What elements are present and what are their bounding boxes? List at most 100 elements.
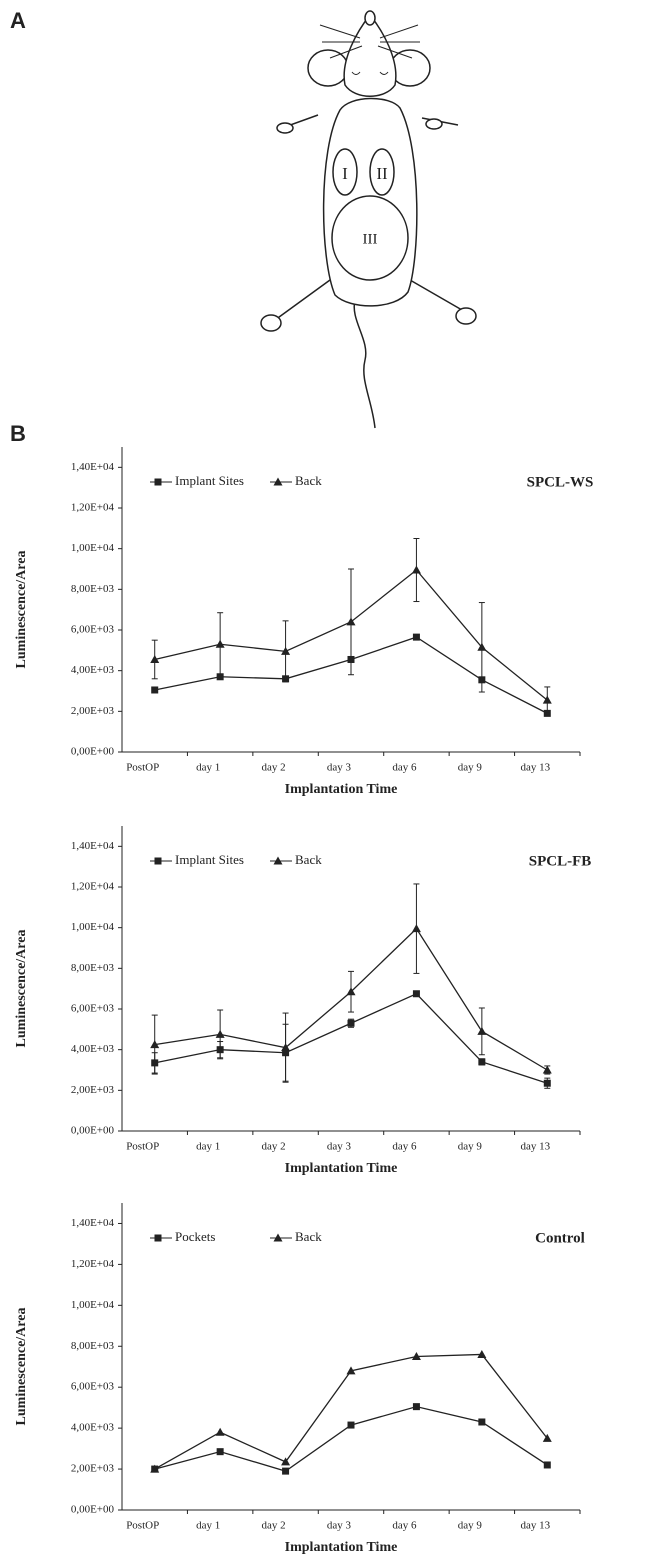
x-tick-label: day 3: [327, 1141, 352, 1153]
marker-square: [478, 1418, 486, 1426]
y-tick-label: 1,20E+04: [71, 1258, 115, 1270]
y-axis-title: Luminescence/Area: [14, 1308, 29, 1426]
marker-triangle: [215, 1427, 225, 1436]
legend-marker: [273, 477, 283, 486]
marker-triangle: [215, 1029, 225, 1038]
marker-triangle: [477, 642, 487, 651]
marker-triangle: [411, 1352, 421, 1360]
marker-square: [151, 686, 159, 694]
site-label: I: [342, 164, 348, 183]
y-tick-label: 4,00E+03: [71, 664, 115, 676]
y-tick-label: 1,40E+04: [71, 1217, 115, 1229]
marker-square: [347, 1421, 355, 1429]
marker-square: [543, 1079, 551, 1087]
y-tick-label: 0,00E+00: [71, 1125, 115, 1137]
marker-triangle: [346, 1366, 356, 1375]
y-tick-label: 0,00E+00: [71, 1504, 115, 1516]
y-tick-label: 4,00E+03: [71, 1043, 115, 1055]
y-tick-label: 2,00E+03: [71, 1463, 115, 1475]
marker-square: [412, 633, 420, 641]
marker-square: [216, 673, 224, 681]
x-tick-label: day 9: [458, 762, 483, 774]
y-tick-label: 6,00E+03: [71, 1381, 115, 1393]
y-tick-label: 1,00E+04: [71, 921, 115, 933]
y-tick-label: 6,00E+03: [71, 624, 115, 636]
marker-triangle: [477, 1026, 487, 1035]
legend-label: Back: [295, 473, 322, 488]
x-tick-label: day 6: [392, 762, 417, 774]
marker-triangle: [542, 1065, 552, 1074]
x-tick-label: day 6: [392, 1520, 417, 1532]
marker-triangle: [281, 646, 291, 655]
x-tick-label: day 2: [262, 1141, 286, 1153]
y-tick-label: 6,00E+03: [71, 1003, 115, 1015]
panel-label: B: [10, 421, 26, 446]
y-tick-label: 2,00E+03: [71, 1084, 115, 1096]
chart-title: SPCL-FB: [529, 853, 592, 869]
marker-square: [412, 990, 420, 998]
marker-square: [216, 1448, 224, 1456]
x-tick-label: day 2: [262, 1520, 286, 1532]
marker-triangle: [477, 1349, 487, 1358]
x-tick-label: day 1: [196, 1520, 220, 1532]
panel-label: A: [10, 8, 26, 33]
x-tick-label: day 13: [520, 1141, 550, 1153]
legend-marker: [154, 857, 162, 865]
x-axis-title: Implantation Time: [285, 1161, 398, 1176]
y-tick-label: 1,40E+04: [71, 461, 115, 473]
y-axis-title: Luminescence/Area: [14, 551, 29, 669]
legend-label: Implant Sites: [175, 473, 244, 488]
legend-marker: [273, 1233, 283, 1242]
y-tick-label: 8,00E+03: [71, 583, 115, 595]
marker-triangle: [215, 639, 225, 648]
marker-triangle: [281, 1457, 291, 1466]
x-tick-label: day 13: [520, 762, 550, 774]
x-tick-label: day 13: [520, 1520, 550, 1532]
marker-triangle: [150, 1040, 160, 1049]
chart-title: SPCL-WS: [527, 474, 594, 490]
mouse-diagram: [260, 10, 477, 429]
marker-triangle: [411, 924, 421, 933]
y-axis-title: Luminescence/Area: [14, 930, 29, 1048]
legend-label: Back: [295, 852, 322, 867]
x-tick-label: PostOP: [126, 1520, 159, 1532]
x-tick-label: day 9: [458, 1520, 483, 1532]
legend-marker: [154, 478, 162, 486]
y-tick-label: 8,00E+03: [71, 962, 115, 974]
x-tick-label: day 6: [392, 1141, 417, 1153]
marker-square: [282, 1467, 290, 1475]
y-tick-label: 8,00E+03: [71, 1340, 115, 1352]
y-tick-label: 2,00E+03: [71, 705, 115, 717]
x-tick-label: PostOP: [126, 1141, 159, 1153]
x-tick-label: day 9: [458, 1141, 483, 1153]
legend-label: Implant Sites: [175, 852, 244, 867]
y-tick-label: 1,00E+04: [71, 1299, 115, 1311]
y-tick-label: 1,00E+04: [71, 542, 115, 554]
site-label: III: [363, 231, 378, 247]
x-axis-title: Implantation Time: [285, 782, 398, 797]
marker-triangle: [542, 1433, 552, 1442]
marker-triangle: [542, 695, 552, 704]
x-tick-label: day 2: [262, 762, 286, 774]
x-tick-label: day 1: [196, 762, 220, 774]
y-tick-label: 0,00E+00: [71, 746, 115, 758]
y-tick-label: 1,40E+04: [71, 840, 115, 852]
legend-label: Back: [295, 1229, 322, 1244]
x-tick-label: day 1: [196, 1141, 220, 1153]
x-tick-label: day 3: [327, 762, 352, 774]
marker-triangle: [281, 1043, 291, 1052]
y-tick-label: 1,20E+04: [71, 502, 115, 514]
x-tick-label: day 3: [327, 1520, 352, 1532]
x-axis-title: Implantation Time: [285, 1540, 398, 1555]
marker-square: [478, 1058, 486, 1066]
marker-square: [543, 1461, 551, 1469]
marker-triangle: [150, 654, 160, 663]
marker-triangle: [150, 1464, 160, 1473]
series-line: [154, 1405, 548, 1472]
legend-label: Pockets: [175, 1229, 215, 1244]
marker-square: [412, 1403, 420, 1411]
site-label: II: [376, 164, 388, 183]
marker-triangle: [346, 987, 356, 996]
y-tick-label: 1,20E+04: [71, 881, 115, 893]
